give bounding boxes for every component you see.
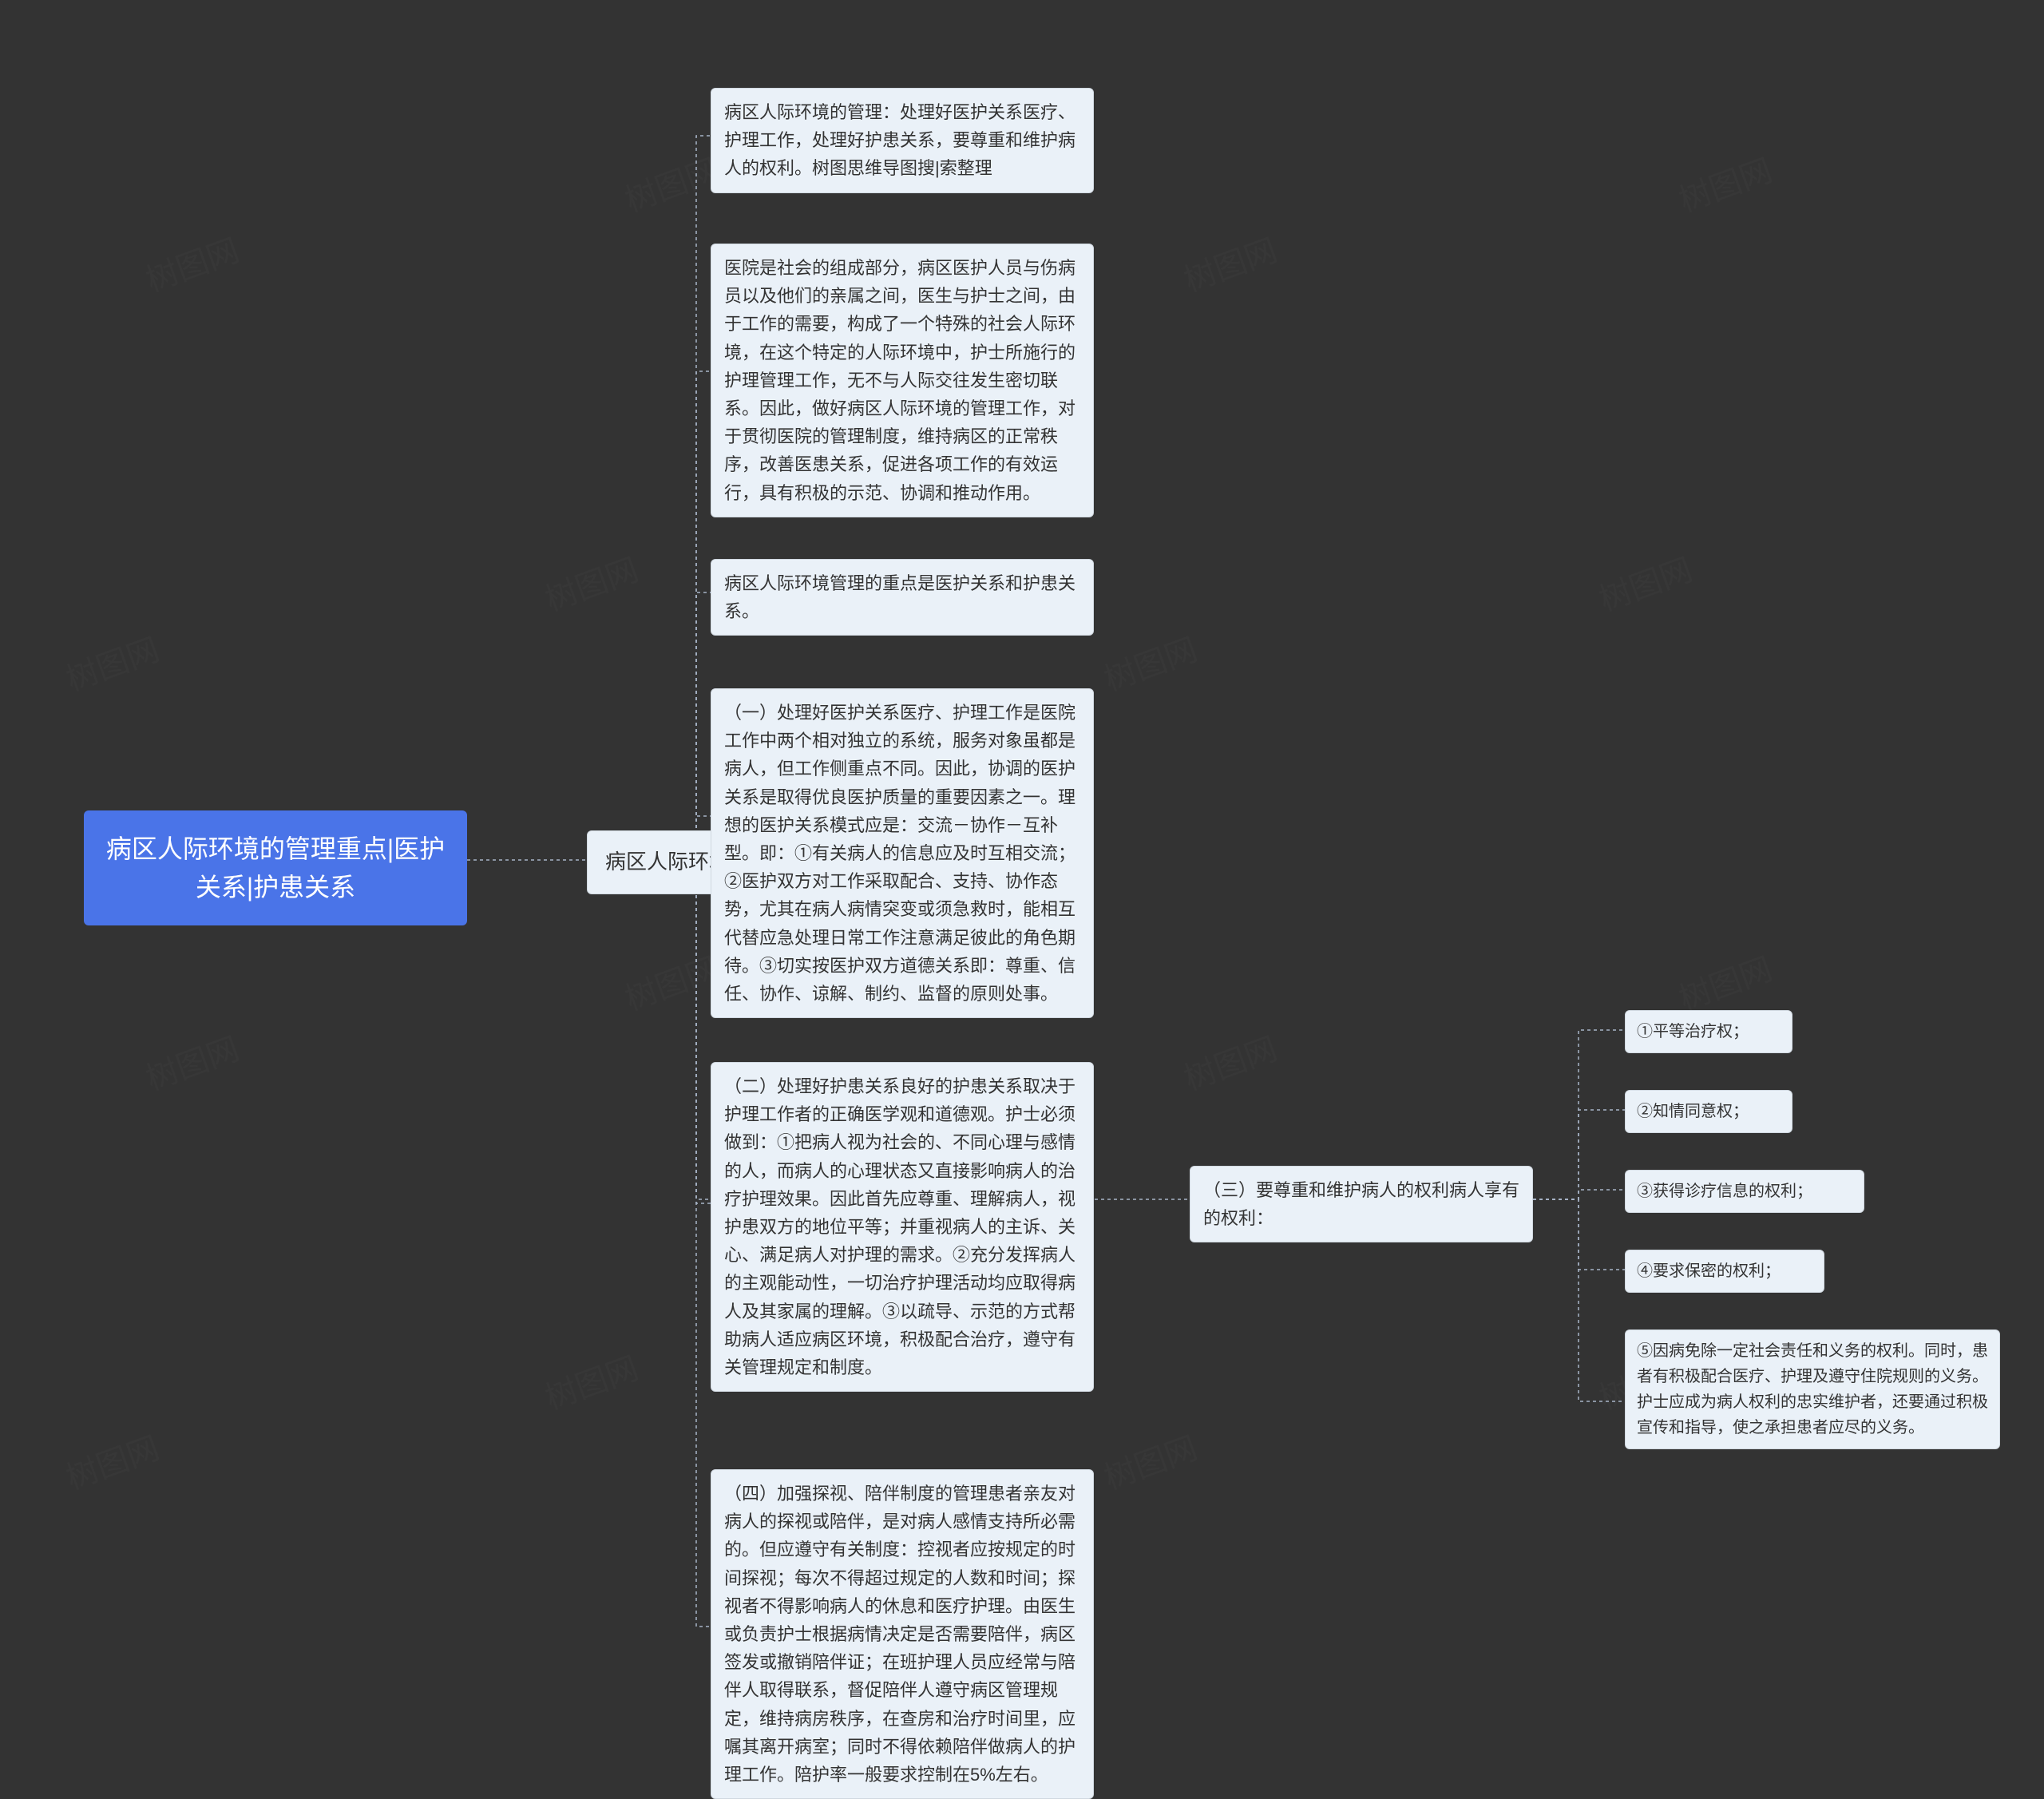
watermark: 树图网 <box>538 544 644 620</box>
edge-b6-r4 <box>1533 1199 1625 1270</box>
box-node-b4[interactable]: （一）处理好医护关系医疗、护理工作是医院工作中两个相对独立的系统，服务对象虽都是… <box>711 688 1094 1018</box>
box-node-r3[interactable]: ③获得诊疗信息的权利； <box>1625 1170 1864 1213</box>
watermark: 树图网 <box>1097 1422 1203 1499</box>
watermark: 树图网 <box>1177 224 1283 301</box>
watermark: 树图网 <box>59 1422 165 1499</box>
mindmap-canvas: 树图网树图网树图网树图网树图网树图网树图网树图网树图网树图网树图网树图网树图网树… <box>0 0 2044 1722</box>
edge-b6-r3 <box>1533 1190 1625 1199</box>
watermark: 树图网 <box>59 624 165 700</box>
box-node-b7[interactable]: （四）加强探视、陪伴制度的管理患者亲友对病人的探视或陪伴，是对病人感情支持所必需… <box>711 1469 1094 1799</box>
edge-level1-b2 <box>695 371 711 858</box>
edge-b6-r1 <box>1533 1030 1625 1199</box>
box-node-b2[interactable]: 医院是社会的组成部分，病区医护人员与伤病员以及他们的亲属之间，医生与护士之间，由… <box>711 244 1094 517</box>
edge-level1-b5 <box>695 858 711 1203</box>
root-node[interactable]: 病区人际环境的管理重点|医护关系|护患关系 <box>84 810 467 925</box>
watermark: 树图网 <box>618 145 724 221</box>
edge-level1-b3 <box>695 592 711 858</box>
box-node-b3[interactable]: 病区人际环境管理的重点是医护关系和护患关系。 <box>711 559 1094 636</box>
box-node-b1[interactable]: 病区人际环境的管理：处理好医护关系医疗、护理工作，处理好护患关系，要尊重和维护病… <box>711 88 1094 193</box>
watermark: 树图网 <box>139 224 245 301</box>
watermark: 树图网 <box>1097 624 1203 700</box>
edge-b6-r2 <box>1533 1110 1625 1199</box>
edge-level1-b7 <box>695 858 711 1627</box>
box-node-r1[interactable]: ①平等治疗权； <box>1625 1010 1792 1053</box>
watermark: 树图网 <box>139 1023 245 1100</box>
edge-b6-r5 <box>1533 1199 1625 1401</box>
watermark: 树图网 <box>1672 943 1778 1020</box>
watermark: 树图网 <box>1177 1023 1283 1100</box>
box-node-r2[interactable]: ②知情同意权； <box>1625 1090 1792 1133</box>
watermark: 树图网 <box>1592 544 1698 620</box>
box-node-r5[interactable]: ⑤因病免除一定社会责任和义务的权利。同时，患者有积极配合医疗、护理及遵守住院规则… <box>1625 1329 2000 1449</box>
watermark: 树图网 <box>618 943 724 1020</box>
box-node-b5[interactable]: （二）处理好护患关系良好的护患关系取决于护理工作者的正确医学观和道德观。护士必须… <box>711 1062 1094 1392</box>
box-node-b6[interactable]: （三）要尊重和维护病人的权利病人享有的权利： <box>1190 1166 1533 1242</box>
edge-level1-b1 <box>695 136 711 858</box>
watermark: 树图网 <box>1672 145 1778 221</box>
box-node-r4[interactable]: ④要求保密的权利； <box>1625 1250 1824 1293</box>
watermark: 树图网 <box>538 1342 644 1419</box>
